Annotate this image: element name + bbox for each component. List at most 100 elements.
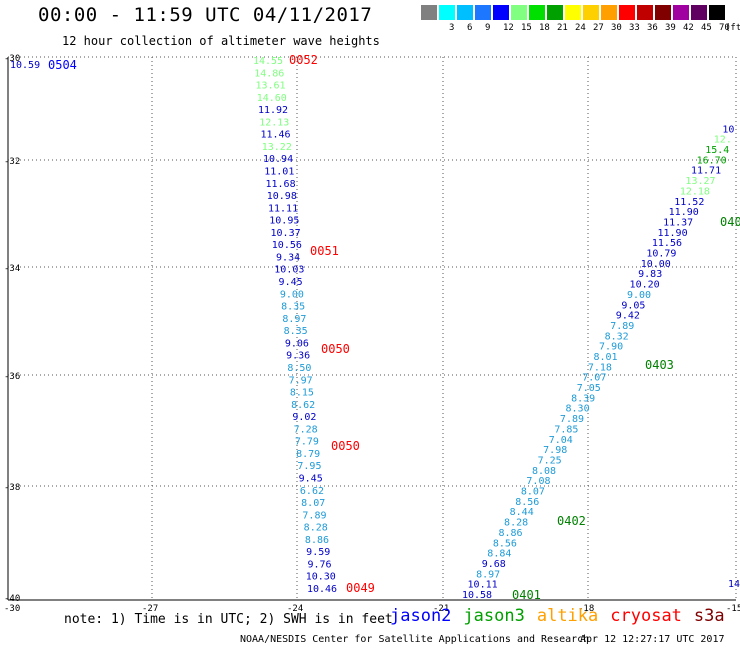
- wave-height-value: 9.02: [292, 412, 316, 423]
- satellite-label: s3a: [693, 606, 725, 626]
- wave-height-value: 11.92: [258, 105, 288, 116]
- pass-time-label: 0051: [310, 244, 339, 258]
- wave-height-value: 8.35: [284, 326, 308, 337]
- satellite-legend: jason2 jason3 altika cryosat s3a: [390, 606, 737, 626]
- wave-height-value: 13.61: [255, 81, 285, 92]
- wave-height-value: 9.00: [627, 290, 651, 301]
- wave-height-value: 7.97: [289, 375, 313, 386]
- pass-time-label: 0504: [48, 58, 77, 72]
- lat-tick-label: -38: [4, 483, 20, 493]
- wave-height-value: 11.46: [260, 130, 290, 141]
- wave-height-value: 10.95: [269, 216, 299, 227]
- wave-height-value: 7.89: [560, 414, 584, 425]
- wave-height-value: 15.4: [705, 145, 729, 156]
- lat-tick-label: -30: [4, 54, 20, 64]
- wave-height-value: 11.56: [652, 238, 682, 249]
- track-b-values: 10.5810.118.979.688.848.568.868.288.448.…: [462, 124, 740, 602]
- legend-label: 45: [701, 23, 712, 33]
- wave-height-value: 9.45: [279, 277, 303, 288]
- extra-labels: 10.59 0504: [10, 58, 77, 72]
- wave-height-value: 10: [722, 124, 734, 135]
- wave-height-value: 10.46: [307, 584, 337, 595]
- wave-height-value: 11.11: [268, 203, 298, 214]
- wave-height-value: 7.25: [538, 455, 562, 466]
- wave-height-value: 10.30: [306, 572, 336, 583]
- legend-swatch: [601, 5, 617, 20]
- pass-time-label: 0050: [331, 439, 360, 453]
- legend-label: 24: [575, 23, 586, 33]
- wave-height-value: 7.85: [554, 424, 578, 435]
- satellite-label: cryosat: [610, 606, 682, 626]
- wave-height-value: 9.42: [616, 311, 640, 322]
- wave-height-value: 7.05: [577, 383, 601, 394]
- legend-label: 21: [557, 23, 568, 33]
- map-subtitle: 12 hour collection of altimeter wave hei…: [62, 34, 380, 48]
- wave-height-value: 10.94: [263, 154, 293, 165]
- wave-height-value: 7.18: [588, 362, 612, 373]
- wave-height-value: 8.28: [304, 523, 328, 534]
- wave-height-value: 10.58: [462, 590, 492, 601]
- lon-tick-label: -24: [287, 604, 303, 614]
- lon-tick-label: -27: [142, 604, 158, 614]
- wave-height-value: 7.04: [549, 435, 573, 446]
- wave-height-value: 9.05: [621, 300, 645, 311]
- wave-height-value: 8.86: [305, 535, 329, 546]
- legend-label: 42: [683, 23, 694, 33]
- legend-swatch: [511, 5, 527, 20]
- wave-height-value: 8.56: [515, 497, 539, 508]
- wave-height-value: 6.62: [300, 486, 324, 497]
- wave-height-value: 7.28: [294, 424, 318, 435]
- wave-height-value: 12.18: [680, 186, 710, 197]
- wave-height-value: 7.89: [302, 510, 326, 521]
- wave-height-value: 8.08: [532, 466, 556, 477]
- wave-height-value: 8.84: [487, 549, 511, 560]
- legend-label: 39: [665, 23, 676, 33]
- wave-height-value: 11.01: [264, 167, 294, 178]
- legend-swatch: [475, 5, 491, 20]
- wave-height-value: 7.08: [526, 476, 550, 487]
- wave-height-value: 7.90: [599, 342, 623, 353]
- legend-swatch: [529, 5, 545, 20]
- legend-swatch: [583, 5, 599, 20]
- wave-height-value: 8.97: [476, 569, 500, 580]
- footer-note: note: 1) Time is in UTC; 2) SWH is in fe…: [64, 612, 393, 627]
- legend-swatch: [655, 5, 671, 20]
- wave-height-value: 11.90: [657, 228, 687, 239]
- wave-height-value: 12.: [714, 135, 732, 146]
- wave-height-value: 9.68: [482, 559, 506, 570]
- wave-height-value: 7.89: [610, 321, 634, 332]
- satellite-label: jason2: [390, 606, 452, 626]
- legend-label: 33: [629, 23, 640, 33]
- legend-swatch: [565, 5, 581, 20]
- wave-height-value: 10.98: [267, 191, 297, 202]
- wave-height-value: 9.45: [299, 473, 323, 484]
- wave-height-value: 14: [728, 579, 740, 590]
- wave-height-value: 8.07: [301, 498, 325, 509]
- wave-height-value: 11.68: [266, 179, 296, 190]
- wave-height-value: 9.34: [276, 252, 300, 263]
- wave-height-value: 9.83: [638, 269, 662, 280]
- wave-height-value: 10.03: [274, 265, 304, 276]
- wave-height-value: 12.13: [259, 117, 289, 128]
- wave-height-value: 10.11: [468, 580, 498, 591]
- wave-height-value: 8.86: [498, 528, 522, 539]
- axis-tick-labels: -30 -32 -34 -36 -38 -40 -27 -24 -21 -18 -15 -30: [4, 54, 740, 614]
- wave-height-value: 7.98: [543, 445, 567, 456]
- legend-label: 12: [503, 23, 514, 33]
- wave-height-value: 8.79: [296, 449, 320, 460]
- wave-height-value: 7.95: [297, 461, 321, 472]
- legend-swatch: [439, 5, 455, 20]
- wave-height-value: 14.86: [254, 68, 284, 79]
- wave-height-value: 8.32: [605, 331, 629, 342]
- wave-height-value: 10.79: [646, 249, 676, 260]
- wave-height-value: 8.30: [566, 404, 590, 415]
- lat-tick-label: -32: [4, 157, 20, 167]
- wave-height-value: 8.97: [282, 314, 306, 325]
- pass-time-label: 0049: [346, 581, 375, 595]
- lat-tick-label: -34: [4, 264, 20, 274]
- legend-swatch: [709, 5, 725, 20]
- legend-swatch: [673, 5, 689, 20]
- wave-height-value: 8.44: [510, 507, 534, 518]
